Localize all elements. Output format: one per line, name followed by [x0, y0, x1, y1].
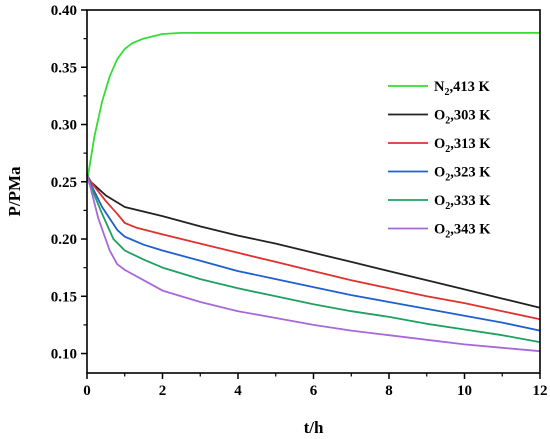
- legend-label: N2,413 K: [434, 79, 490, 98]
- legend: N2,413 K O2,303 K O2,313 K O2,323 K O2,333 K…: [388, 79, 491, 241]
- y-axis: 0.10 0.15 0.20 0.25 0.30 0.35 0.40: [51, 3, 87, 363]
- x-tick-label: 10: [457, 383, 472, 399]
- x-axis-title: t/h: [304, 418, 324, 437]
- plot-frame: [86, 9, 541, 374]
- y-tick-label: 0.20: [51, 232, 77, 248]
- x-tick-label: 4: [234, 383, 242, 399]
- legend-label: O2,303 K: [434, 108, 491, 127]
- series-line: [86, 174, 541, 343]
- y-tick-label: 0.15: [51, 289, 77, 305]
- series-line: [86, 174, 541, 321]
- series-line: [86, 174, 541, 353]
- x-tick-label: 0: [83, 383, 91, 399]
- y-tick-label: 0.35: [51, 60, 77, 76]
- x-tick-label: 6: [310, 383, 318, 399]
- x-tick-label: 2: [159, 383, 167, 399]
- y-axis-title: P/PMa: [5, 166, 24, 217]
- x-tick-label: 12: [533, 383, 548, 399]
- x-axis: 0 2 4 6 8 10 12: [83, 373, 548, 399]
- y-tick-label: 0.40: [51, 3, 77, 19]
- y-tick-label: 0.25: [51, 175, 77, 191]
- y-tick-label: 0.30: [51, 118, 77, 134]
- legend-label: O2,323 K: [434, 165, 491, 184]
- series-line: [86, 174, 541, 332]
- legend-label: O2,333 K: [434, 193, 491, 212]
- legend-label: O2,343 K: [434, 222, 491, 241]
- plot-lines: [86, 32, 541, 353]
- series-line: [86, 174, 541, 309]
- series-line: [86, 32, 540, 182]
- legend-label: O2,313 K: [434, 136, 491, 155]
- x-tick-label: 8: [385, 383, 393, 399]
- y-tick-label: 0.10: [51, 347, 77, 363]
